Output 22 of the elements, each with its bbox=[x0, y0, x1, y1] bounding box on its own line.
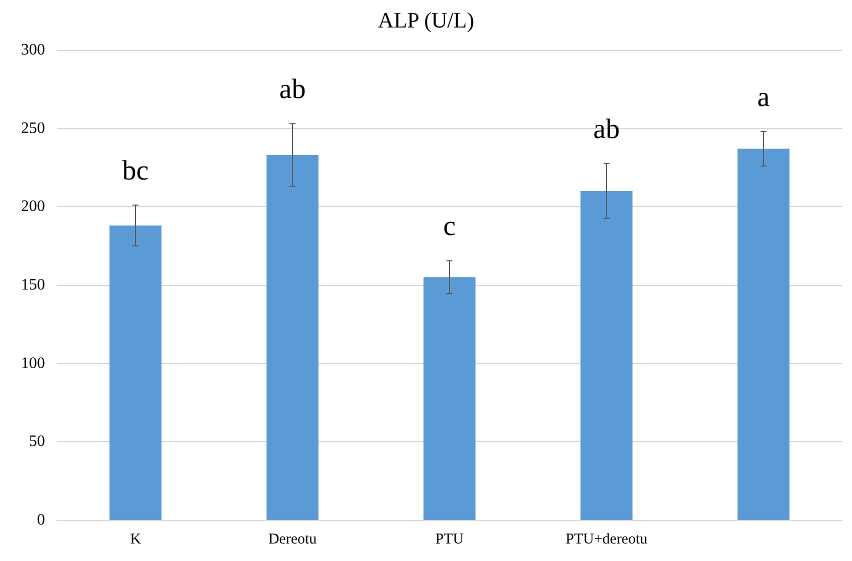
data-label: bc bbox=[122, 156, 149, 187]
data-label: ab bbox=[279, 74, 306, 106]
data-label: c bbox=[443, 211, 456, 242]
y-tick-label: 150 bbox=[21, 276, 45, 294]
y-tick-label: 250 bbox=[21, 120, 45, 137]
x-tick-label: PTU bbox=[435, 532, 464, 548]
bar bbox=[738, 148, 790, 520]
bar bbox=[266, 154, 318, 520]
y-tick-label: 300 bbox=[21, 42, 45, 58]
data-label: ab bbox=[593, 114, 620, 146]
x-tick-label: Dereotu bbox=[268, 532, 318, 548]
y-tick-label: 200 bbox=[21, 198, 45, 216]
x-tick-label: PTU+dereotu bbox=[566, 532, 648, 548]
y-tick-label: 50 bbox=[29, 433, 45, 450]
y-tick-label: 100 bbox=[21, 354, 45, 372]
y-tick-label: 0 bbox=[37, 512, 45, 528]
bar bbox=[424, 277, 476, 520]
bar bbox=[110, 225, 162, 520]
chart-title: ALP (U/L) bbox=[378, 8, 474, 32]
data-label: a bbox=[757, 82, 770, 113]
bar bbox=[580, 191, 632, 520]
x-tick-label: K bbox=[130, 532, 142, 548]
